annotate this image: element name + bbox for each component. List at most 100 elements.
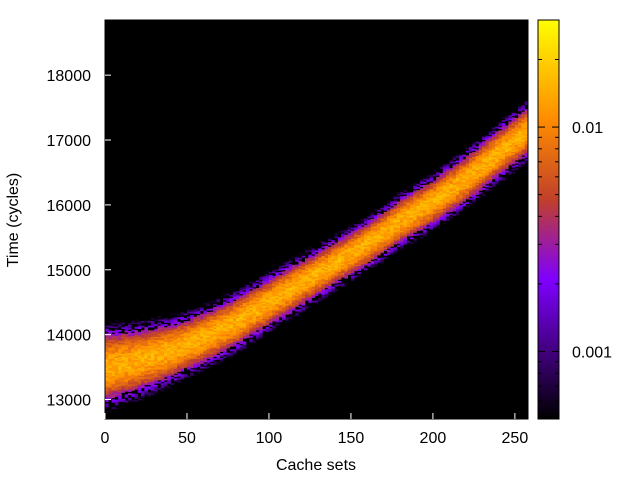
heatmap-cell (462, 199, 466, 202)
heatmap-cell (288, 306, 293, 308)
heatmap-cell (170, 313, 175, 315)
heatmap-cell (200, 316, 204, 319)
heatmap-cell (118, 370, 122, 373)
heatmap-cell (131, 376, 135, 379)
heatmap-cell (121, 322, 125, 325)
heatmap-cell (141, 373, 145, 376)
heatmap-cell (377, 236, 381, 239)
heatmap-cell (150, 347, 155, 350)
heatmap-cell (367, 257, 371, 259)
heatmap-cell (177, 374, 181, 377)
heatmap-cell (252, 296, 257, 299)
heatmap-cell (127, 399, 132, 402)
heatmap-cell (105, 320, 109, 323)
heatmap-cell (216, 317, 221, 320)
heatmap-cell (364, 238, 368, 241)
heatmap-cell (134, 359, 139, 362)
heatmap-cell (282, 302, 286, 305)
heatmap-cell (249, 310, 253, 313)
heatmap-cell (236, 339, 240, 342)
heatmap-cell (236, 322, 240, 325)
heatmap-cell (105, 350, 109, 353)
heatmap-cell (449, 188, 453, 191)
heatmap-cell (114, 368, 119, 371)
heatmap-cell (508, 135, 512, 138)
heatmap-cell (462, 159, 466, 162)
heatmap-cell (409, 217, 414, 220)
heatmap-cell (183, 375, 188, 378)
heatmap-cell (285, 269, 289, 272)
heatmap-cell (449, 191, 453, 194)
heatmap-cell (147, 377, 152, 379)
heatmap-cell (239, 290, 244, 293)
heatmap-cell (183, 352, 188, 355)
heatmap-cell (206, 344, 211, 347)
heatmap-cell (203, 340, 207, 343)
heatmap-cell (157, 366, 162, 368)
heatmap-cell (127, 343, 132, 346)
heatmap-cell (478, 143, 483, 146)
heatmap-cell (144, 380, 148, 382)
heatmap-cell (449, 179, 453, 181)
heatmap-cell (331, 254, 335, 256)
heatmap-cell (206, 322, 211, 325)
heatmap-cell (514, 113, 519, 116)
heatmap-cell (278, 282, 283, 285)
heatmap-cell (108, 339, 112, 342)
heatmap-cell (468, 145, 473, 147)
heatmap-cell (360, 264, 365, 266)
heatmap-cell (327, 259, 332, 262)
heatmap-cell (239, 337, 244, 340)
heatmap-cell (331, 288, 335, 291)
heatmap-cell (331, 240, 335, 242)
heatmap-cell (462, 184, 466, 187)
heatmap-cell (462, 196, 466, 199)
heatmap-cell (337, 276, 342, 279)
heatmap-cell (416, 183, 421, 186)
heatmap-cell (134, 393, 139, 396)
heatmap-cell (406, 229, 411, 232)
heatmap-cell (150, 352, 155, 354)
heatmap-cell (426, 210, 430, 213)
heatmap-cell (468, 179, 473, 182)
heatmap-cell (118, 348, 122, 351)
heatmap-cell (141, 333, 145, 336)
heatmap-cell (183, 355, 188, 358)
heatmap-cell (259, 278, 263, 281)
heatmap-cell (203, 355, 207, 358)
heatmap-cell (511, 136, 516, 138)
heatmap-cell (327, 260, 332, 263)
heatmap-cell (268, 307, 273, 310)
heatmap-cell (350, 266, 355, 269)
heatmap-cell (131, 345, 135, 348)
heatmap-cell (203, 323, 207, 325)
heatmap-cell (190, 328, 194, 331)
heatmap-cell (170, 344, 175, 347)
heatmap-cell (262, 302, 266, 305)
heatmap-cell (462, 165, 466, 168)
heatmap-cell (114, 363, 119, 366)
heatmap-cell (111, 341, 116, 344)
heatmap-cell (150, 325, 155, 328)
heatmap-cell (321, 261, 325, 264)
heatmap-cell (400, 224, 404, 227)
heatmap-cell (439, 190, 444, 193)
heatmap-cell (127, 360, 132, 363)
heatmap-cell (432, 169, 437, 172)
heatmap-cell (429, 221, 434, 224)
heatmap-cell (295, 292, 299, 295)
heatmap-cell (173, 348, 178, 351)
heatmap-cell (455, 180, 460, 183)
heatmap-cell (282, 305, 286, 308)
heatmap-cell (164, 364, 168, 367)
heatmap-cell (203, 324, 207, 327)
heatmap-cell (239, 312, 244, 315)
heatmap-cell (341, 264, 345, 267)
heatmap-cell (321, 288, 325, 291)
heatmap-cell (114, 384, 119, 386)
heatmap-cell (472, 183, 476, 185)
heatmap-cell (193, 308, 198, 311)
heatmap-cell (268, 299, 273, 302)
heatmap-cell (108, 384, 112, 387)
heatmap-cell (216, 300, 221, 303)
